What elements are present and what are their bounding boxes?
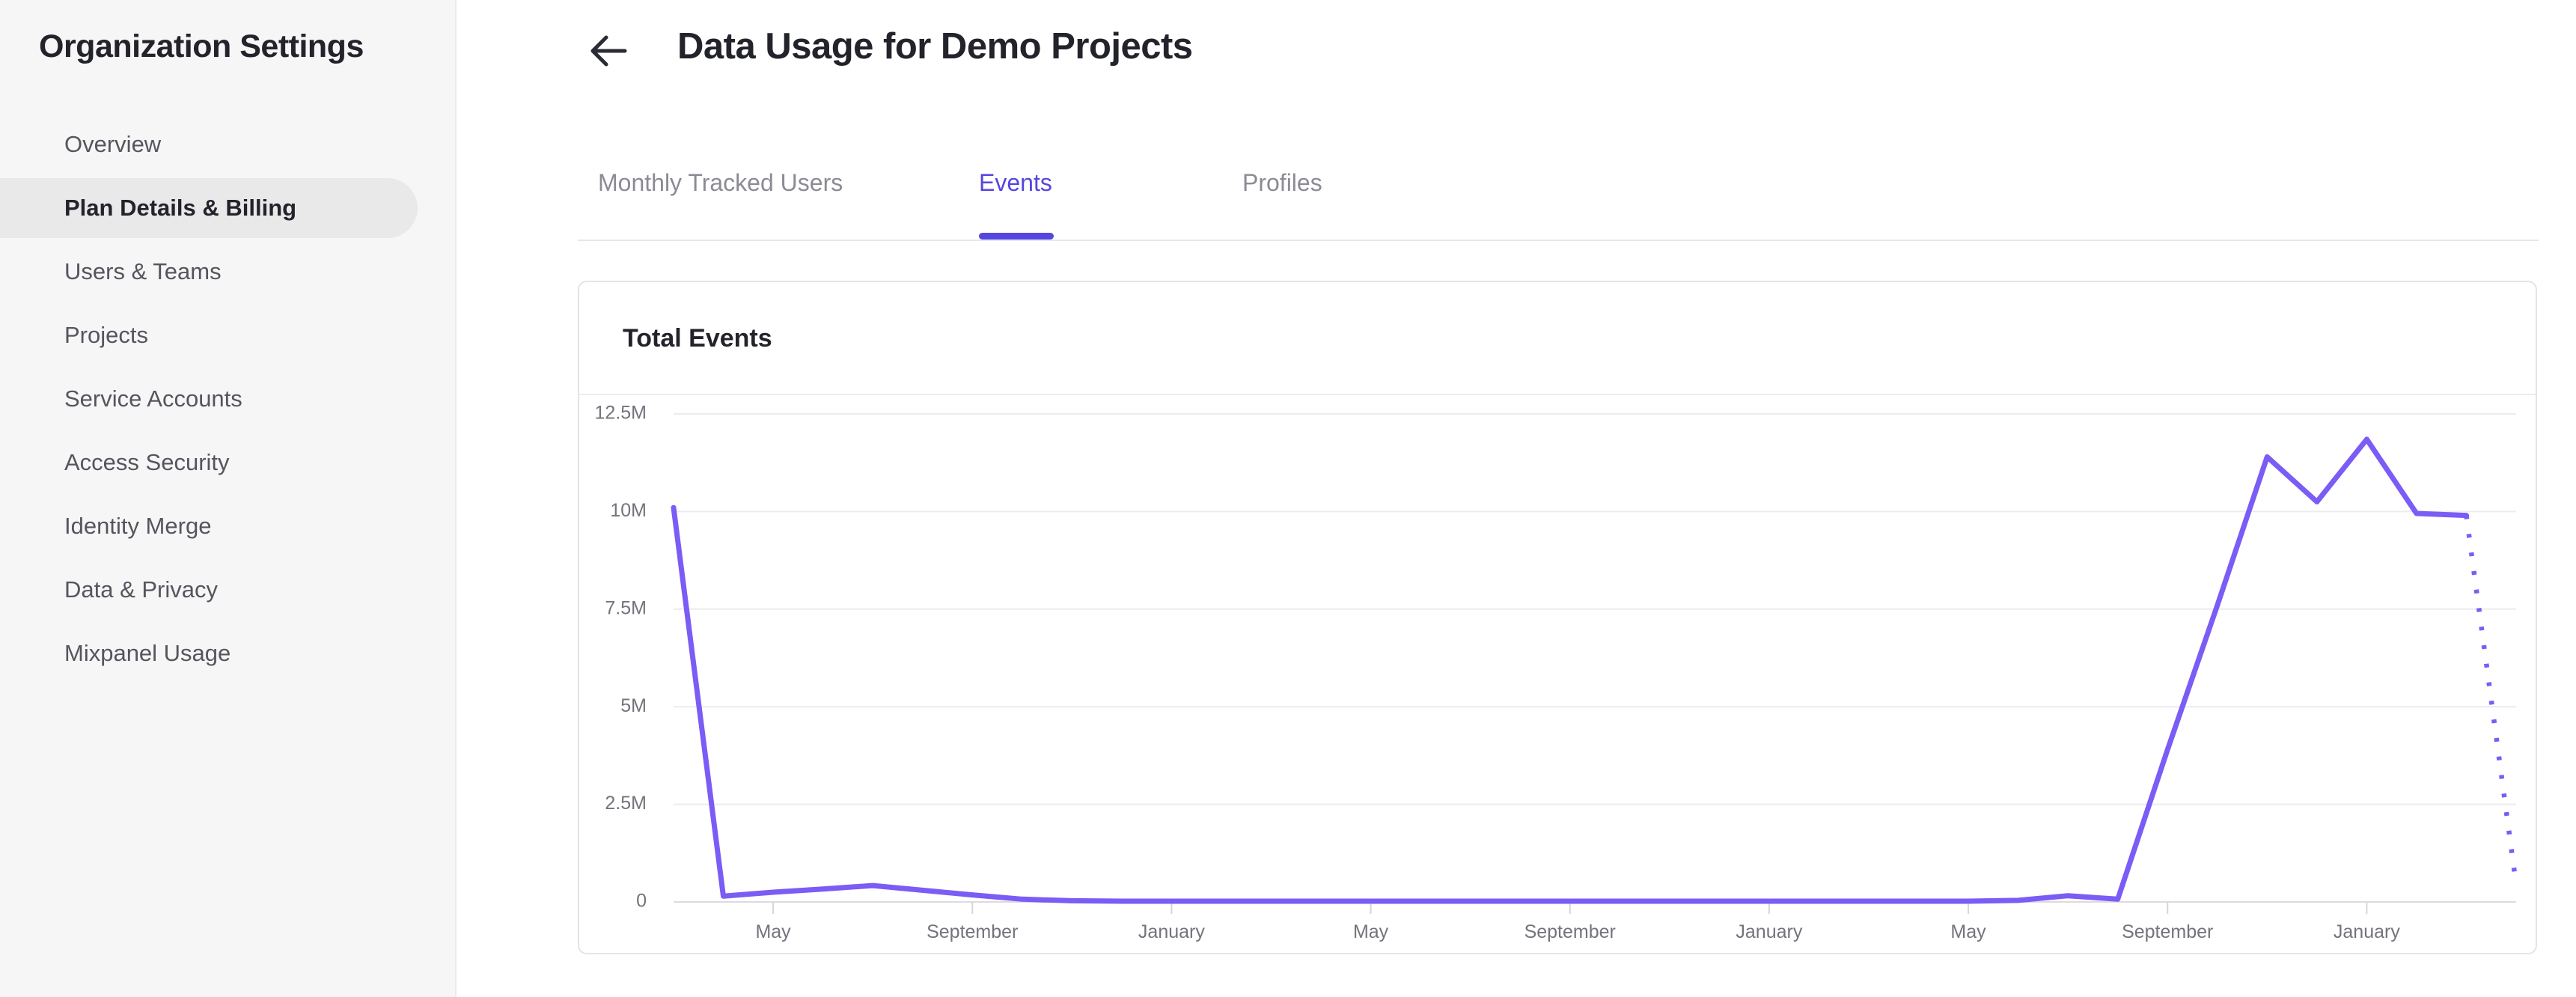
arrow-left-icon [590, 35, 627, 67]
sidebar-item-label: Access Security [64, 448, 230, 475]
y-axis-label: 10M [610, 500, 647, 521]
tab-events[interactable]: Events [979, 169, 1052, 196]
x-axis-label: May [1950, 921, 1986, 942]
card-title: Total Events [623, 324, 772, 353]
sidebar-item-label: Plan Details & Billing [64, 194, 297, 221]
y-axis-label: 2.5M [605, 793, 647, 814]
sidebar-item-label: Mixpanel Usage [64, 639, 231, 666]
x-axis-label: September [1524, 921, 1616, 942]
y-axis-label: 0 [636, 891, 647, 912]
sidebar-item-plan-details-billing[interactable]: Plan Details & Billing [0, 176, 457, 240]
x-axis-label: January [1736, 921, 1802, 942]
x-axis-label: September [927, 921, 1018, 942]
x-axis-label: May [755, 921, 791, 942]
x-axis-label: May [1353, 921, 1389, 942]
total-events-line-projected [2464, 515, 2519, 885]
sidebar-item-label: Projects [64, 321, 148, 348]
sidebar-nav: Overview Plan Details & Billing Users & Te… [0, 112, 457, 685]
sidebar-item-label: Data & Privacy [64, 576, 219, 603]
sidebar-item-mixpanel-usage[interactable]: Mixpanel Usage [0, 621, 457, 685]
sidebar-title: Organization Settings [39, 28, 364, 64]
x-axis-label: January [1138, 921, 1205, 942]
total-events-chart[interactable]: 12.5M 10M 7.5M 5M 2.5M 0 May September January Ma… [579, 395, 2536, 953]
sidebar-item-users-teams[interactable]: Users & Teams [0, 240, 457, 303]
total-events-card: Total Events 12.5M 10M 7.5M 5M 2.5M 0 May Septe… [578, 281, 2537, 954]
sidebar-item-label: Users & Teams [64, 257, 222, 284]
tab-profiles[interactable]: Profiles [1242, 169, 1322, 196]
back-button[interactable] [588, 33, 627, 69]
card-header: Total Events [579, 282, 2536, 395]
tab-monthly-tracked-users[interactable]: Monthly Tracked Users [598, 169, 843, 196]
tabs-divider [578, 240, 2539, 241]
sidebar-item-access-security[interactable]: Access Security [0, 430, 457, 494]
sidebar-item-highlight [0, 178, 418, 238]
total-events-line [671, 436, 2469, 904]
sidebar-item-data-privacy[interactable]: Data & Privacy [0, 558, 457, 621]
sidebar-item-label: Identity Merge [64, 512, 212, 539]
y-axis-label: 7.5M [605, 597, 647, 618]
sidebar-item-highlight [0, 115, 418, 174]
x-axis-label: September [2122, 921, 2213, 942]
sidebar-item-label: Service Accounts [64, 385, 242, 412]
active-tab-indicator [979, 233, 1054, 240]
y-axis-label: 5M [620, 695, 647, 716]
sidebar: Organization Settings Overview Plan Detai… [0, 0, 457, 997]
sidebar-item-label: Overview [64, 130, 162, 157]
page-title: Data Usage for Demo Projects [677, 26, 1193, 67]
y-axis-label: 12.5M [595, 403, 647, 424]
x-axis-label: January [2334, 921, 2400, 942]
sidebar-item-service-accounts[interactable]: Service Accounts [0, 367, 457, 430]
sidebar-item-overview[interactable]: Overview [0, 112, 457, 176]
sidebar-item-projects[interactable]: Projects [0, 303, 457, 367]
sidebar-item-identity-merge[interactable]: Identity Merge [0, 494, 457, 558]
sidebar-item-highlight [0, 305, 418, 365]
